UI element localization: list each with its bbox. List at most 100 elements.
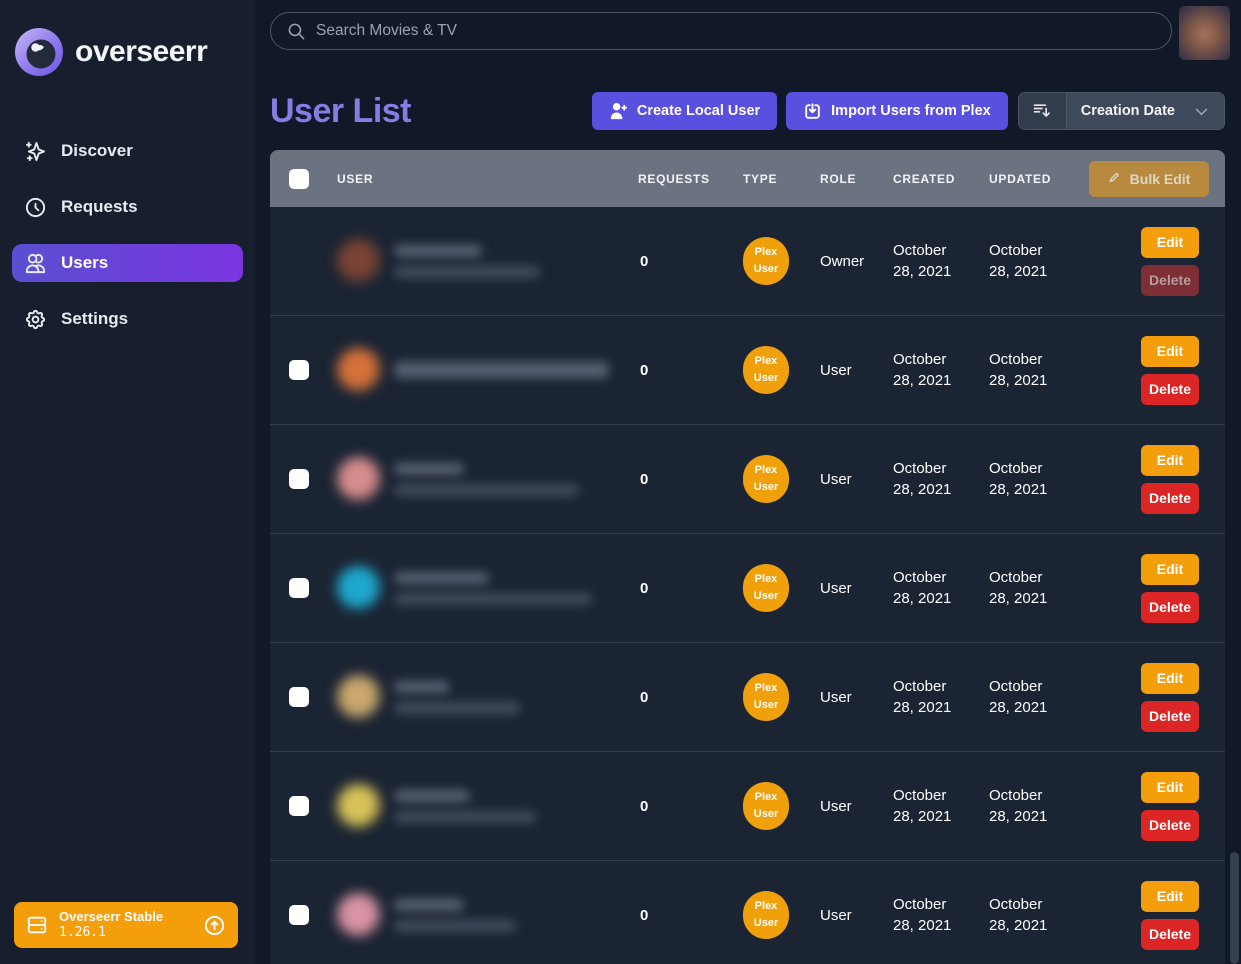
delete-button[interactable]: Delete — [1141, 264, 1199, 296]
column-header-user: USER — [337, 171, 374, 186]
import-users-from-plex-button[interactable]: Import Users from Plex — [786, 92, 1008, 130]
updated-date: October 28, 2021 — [989, 678, 1048, 716]
app-logo[interactable]: overseerr — [0, 0, 255, 76]
delete-button[interactable]: Delete — [1141, 700, 1199, 732]
sidebar-item-settings[interactable]: Settings — [12, 300, 243, 338]
created-date: October 28, 2021 — [893, 460, 952, 498]
row-checkbox[interactable] — [289, 687, 309, 707]
sort-direction-button[interactable] — [1018, 93, 1067, 129]
edit-button[interactable]: Edit — [1141, 662, 1199, 694]
select-all-checkbox[interactable] — [289, 168, 309, 189]
user-role: User — [820, 906, 852, 924]
sidebar: overseerr Discover Requests Users — [0, 0, 255, 964]
user-cell[interactable] — [337, 566, 638, 610]
sort-selected-value: Creation Date — [1080, 103, 1175, 119]
clock-icon — [25, 197, 46, 217]
created-date: October 28, 2021 — [893, 896, 952, 934]
delete-button[interactable]: Delete — [1141, 809, 1199, 841]
users-icon — [25, 253, 46, 273]
user-role: User — [820, 579, 852, 597]
column-header-created: CREATED — [893, 171, 956, 186]
topbar — [255, 0, 1241, 64]
row-checkbox[interactable] — [289, 796, 309, 816]
user-table: USER REQUESTS TYPE ROLE CREATED UPDATED … — [270, 150, 1225, 964]
delete-button[interactable]: Delete — [1141, 591, 1199, 623]
edit-button[interactable]: Edit — [1141, 771, 1199, 803]
user-cell[interactable] — [337, 675, 638, 719]
user-name-redacted — [394, 789, 536, 823]
column-header-requests: REQUESTS — [638, 171, 710, 186]
user-name-redacted — [394, 244, 540, 278]
cog-icon — [25, 309, 46, 329]
table-row: 0 Plex User User October 28, 2021 Octobe… — [270, 425, 1225, 534]
sidebar-item-label: Users — [61, 253, 109, 272]
version-badge[interactable]: Overseerr Stable 1.26.1 — [14, 902, 238, 948]
user-cell[interactable] — [337, 239, 638, 283]
user-cell[interactable] — [337, 893, 638, 937]
version-number: 1.26.1 — [59, 925, 106, 940]
avatar — [337, 239, 381, 283]
sidebar-item-users[interactable]: Users — [12, 244, 243, 282]
user-name-redacted — [394, 462, 579, 496]
sidebar-item-discover[interactable]: Discover — [12, 132, 243, 170]
import-download-icon — [805, 102, 820, 119]
search-icon — [288, 23, 305, 39]
row-checkbox[interactable] — [289, 905, 309, 925]
table-row: 0 Plex User User October 28, 2021 Octobe… — [270, 643, 1225, 752]
table-row: 0 Plex User User October 28, 2021 Octobe… — [270, 752, 1225, 861]
user-name-redacted — [394, 571, 592, 605]
user-type-badge: Plex User — [743, 672, 789, 722]
sidebar-nav: Discover Requests Users Settings — [0, 132, 255, 338]
edit-button[interactable]: Edit — [1141, 553, 1199, 585]
overseerr-logo-icon — [15, 28, 63, 76]
row-checkbox[interactable] — [289, 469, 309, 489]
created-date: October 28, 2021 — [893, 569, 952, 607]
requests-count: 0 — [640, 252, 649, 270]
avatar — [337, 784, 381, 828]
create-local-user-button[interactable]: Create Local User — [591, 92, 778, 130]
created-date: October 28, 2021 — [893, 787, 952, 825]
edit-button[interactable]: Edit — [1141, 226, 1199, 258]
user-type-badge: Plex User — [743, 345, 789, 395]
table-row: 0 Plex User Owner October 28, 2021 Octob… — [270, 207, 1225, 316]
column-header-type: TYPE — [743, 171, 778, 186]
edit-button[interactable]: Edit — [1141, 444, 1199, 476]
user-cell[interactable] — [337, 784, 638, 828]
sort-by-select[interactable]: Creation Date — [1066, 93, 1224, 129]
row-checkbox[interactable] — [289, 578, 309, 598]
server-icon — [27, 916, 47, 934]
edit-button[interactable]: Edit — [1141, 880, 1199, 912]
user-add-icon — [610, 102, 627, 119]
delete-button[interactable]: Delete — [1141, 482, 1199, 514]
sidebar-item-label: Settings — [61, 309, 129, 328]
user-avatar[interactable] — [1179, 6, 1230, 60]
bulk-edit-button[interactable]: Bulk Edit — [1089, 160, 1209, 197]
requests-count: 0 — [640, 797, 649, 815]
requests-count: 0 — [640, 361, 649, 379]
user-role: User — [820, 470, 852, 488]
user-type-badge: Plex User — [743, 563, 789, 613]
table-row: 0 Plex User User October 28, 2021 Octobe… — [270, 316, 1225, 425]
edit-button[interactable]: Edit — [1141, 335, 1199, 367]
created-date: October 28, 2021 — [893, 351, 952, 389]
sort-control: Creation Date — [1017, 92, 1225, 130]
user-cell[interactable] — [337, 457, 638, 501]
search-input[interactable] — [316, 22, 1155, 40]
avatar — [337, 457, 381, 501]
title-row: User List Create Local User Import Users… — [270, 91, 1225, 131]
user-cell[interactable] — [337, 348, 638, 392]
avatar — [337, 893, 381, 937]
requests-count: 0 — [640, 906, 649, 924]
sidebar-item-requests[interactable]: Requests — [12, 188, 243, 226]
delete-button[interactable]: Delete — [1141, 918, 1199, 950]
user-role: User — [820, 361, 852, 379]
sidebar-item-label: Discover — [61, 141, 133, 160]
updated-date: October 28, 2021 — [989, 787, 1048, 825]
created-date: October 28, 2021 — [893, 242, 952, 280]
delete-button[interactable]: Delete — [1141, 373, 1199, 405]
version-label: Overseerr Stable — [59, 909, 164, 925]
avatar — [337, 675, 381, 719]
row-checkbox[interactable] — [289, 360, 309, 380]
sparkles-icon — [25, 141, 46, 161]
scrollbar-thumb[interactable] — [1230, 852, 1239, 964]
